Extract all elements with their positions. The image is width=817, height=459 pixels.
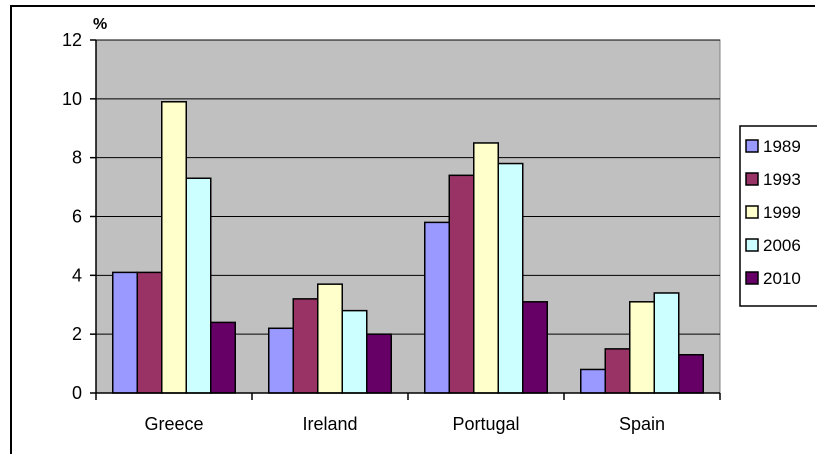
y-tick-label: 0 xyxy=(72,383,82,403)
legend-label: 2010 xyxy=(763,269,801,288)
x-category-label: Greece xyxy=(144,414,203,434)
x-category-label: Ireland xyxy=(302,414,357,434)
bar-2010-portugal xyxy=(522,301,548,394)
bar-2006-greece xyxy=(185,177,212,394)
bar-1993-greece xyxy=(136,271,163,394)
legend-label: 1993 xyxy=(763,170,801,189)
legend-swatch xyxy=(745,139,759,153)
bar-2010-spain xyxy=(678,354,704,394)
bar-1999-greece xyxy=(161,101,187,394)
legend-label: 2006 xyxy=(763,236,801,255)
bar-1989-greece xyxy=(112,271,138,394)
y-tick-label: 8 xyxy=(72,148,82,168)
y-tick-label: 2 xyxy=(72,324,82,344)
bar-1989-spain xyxy=(580,368,606,394)
bar-1989-portugal xyxy=(424,221,450,394)
y-tick-label: 4 xyxy=(72,265,82,285)
legend-swatch xyxy=(745,271,759,285)
legend-swatch xyxy=(745,205,759,219)
bar-1999-portugal xyxy=(473,142,499,394)
y-axis-label: % xyxy=(93,16,107,33)
x-category-label: Portugal xyxy=(452,414,519,434)
legend-swatch xyxy=(745,172,759,186)
y-tick-label: 10 xyxy=(62,89,82,109)
chart-frame xyxy=(10,5,815,454)
bar-1989-ireland xyxy=(268,327,294,394)
bar-2010-ireland xyxy=(366,333,392,394)
bar-2010-greece xyxy=(210,321,236,394)
y-tick-label: 12 xyxy=(62,30,82,50)
bar-2006-ireland xyxy=(341,309,368,394)
bar-1993-portugal xyxy=(448,174,475,394)
x-axis-categories: Greece Ireland Portugal Spain xyxy=(95,393,721,434)
bar-2006-portugal xyxy=(497,162,524,394)
bar-1993-spain xyxy=(604,348,631,394)
y-axis-ticks: 0 2 4 6 8 10 12 xyxy=(62,30,96,403)
legend-label: 1999 xyxy=(763,203,801,222)
bar-1999-spain xyxy=(629,301,655,394)
bar-2006-spain xyxy=(653,292,680,394)
y-tick-label: 6 xyxy=(72,207,82,227)
bar-1999-ireland xyxy=(317,283,343,394)
legend: 1989 1993 1999 2006 2010 xyxy=(739,125,817,307)
legend-swatch xyxy=(745,238,759,252)
x-category-label: Spain xyxy=(619,414,665,434)
bar-1993-ireland xyxy=(292,298,319,394)
legend-label: 1989 xyxy=(763,137,801,156)
